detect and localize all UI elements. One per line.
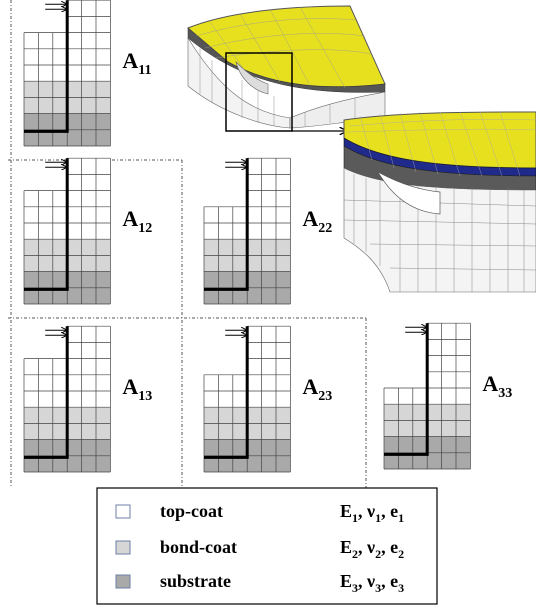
separators	[8, 0, 367, 488]
crack-path	[204, 326, 249, 459]
mesh-grid	[383, 322, 471, 470]
legend-swatch	[115, 504, 131, 519]
crack-path	[24, 0, 69, 133]
legend-swatch	[115, 540, 131, 555]
label-a12: A12	[122, 206, 152, 236]
top-coat-left	[24, 190, 68, 240]
cell-a13: A13	[23, 325, 152, 473]
cell-a23: A23	[203, 325, 332, 473]
label-a11: A11	[122, 48, 151, 78]
crack-path	[384, 323, 429, 456]
legend-item-bond-coat: bond-coat E2, ν2, e2	[115, 537, 404, 561]
legend-box	[96, 487, 438, 605]
label-a22: A22	[302, 206, 332, 236]
mesh-model-zoom	[343, 111, 536, 293]
cells-layer: A11 A12 A22 A13 A23 A33	[23, 0, 512, 473]
cell-a11: A11	[23, 0, 152, 147]
crack-path	[24, 158, 69, 291]
top-coat-right	[67, 0, 111, 82]
top-coat-right	[67, 326, 111, 408]
top-coat-left	[24, 32, 68, 82]
legend-name: bond-coat	[160, 537, 237, 557]
legend-name: top-coat	[160, 501, 223, 521]
crack-path	[204, 158, 249, 291]
legend-props: E3, ν3, e3	[340, 571, 404, 595]
legend: top-coat E1, ν1, e1 bond-coat E2, ν2, e2 sub…	[96, 487, 438, 605]
top-coat-left	[384, 388, 428, 405]
crack-path	[24, 326, 69, 459]
top-coat-right	[427, 323, 471, 405]
legend-swatch	[115, 574, 131, 589]
top-coat-left	[24, 358, 68, 408]
top-coat-right	[247, 158, 291, 240]
legend-item-substrate: substrate E3, ν3, e3	[115, 571, 404, 595]
legend-name: substrate	[160, 571, 231, 591]
top-coat-right	[67, 158, 111, 240]
cell-a12: A12	[23, 157, 152, 305]
mesh-model-small	[187, 5, 386, 131]
legend-items: top-coat E1, ν1, e1 bond-coat E2, ν2, e2 sub…	[115, 501, 404, 595]
legend-item-top-coat: top-coat E1, ν1, e1	[115, 501, 404, 525]
mesh-grid	[23, 0, 111, 147]
label-a33: A33	[482, 371, 512, 401]
legend-props: E1, ν1, e1	[340, 501, 404, 525]
legend-props: E2, ν2, e2	[340, 537, 404, 561]
label-a13: A13	[122, 374, 152, 404]
label-a23: A23	[302, 374, 332, 404]
cell-a22: A22	[203, 157, 332, 305]
top-coat-right	[247, 326, 291, 408]
cell-a33: A33	[383, 322, 512, 470]
